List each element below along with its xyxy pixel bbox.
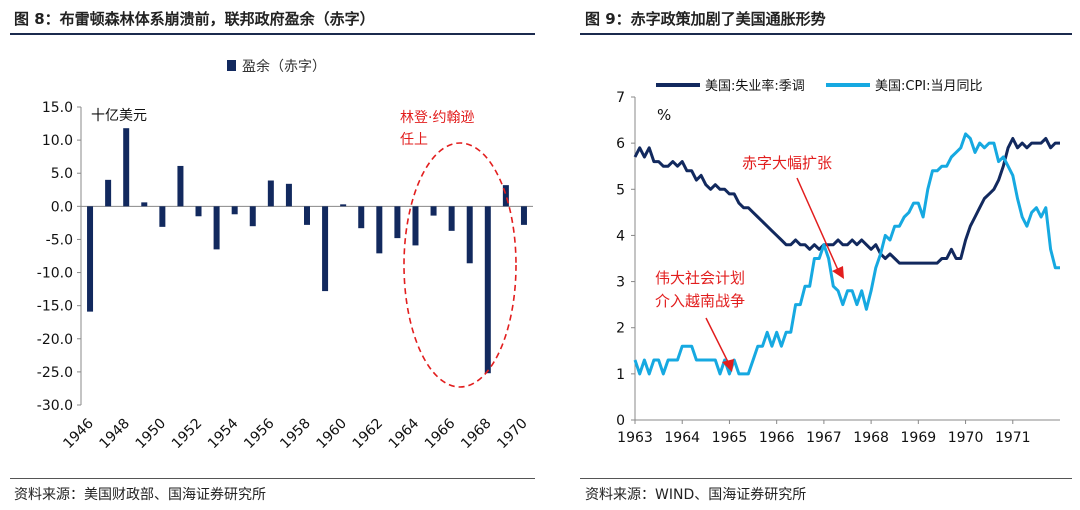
deficit-expansion-annotation: 赤字大幅扩张 bbox=[742, 154, 832, 172]
right-x-tick-label: 1968 bbox=[853, 430, 889, 446]
right-source: 资料来源：WIND、国海证券研究所 bbox=[585, 487, 807, 503]
right-figure-title: 图 9：赤字政策加剧了美国通胀形势 bbox=[585, 10, 826, 28]
deficit-bar-1946 bbox=[87, 206, 94, 312]
deficit-bar-1962 bbox=[376, 206, 383, 254]
right-x-tick-label: 1965 bbox=[712, 430, 748, 446]
right-x-tick-label: 1964 bbox=[664, 430, 700, 446]
deficit-bar-1954 bbox=[231, 206, 238, 215]
deficit-bar-1963 bbox=[394, 206, 401, 239]
left-source: 资料来源：美国财政部、国海证券研究所 bbox=[14, 487, 266, 503]
deficit-bar-1956 bbox=[267, 180, 274, 207]
deficit-bar-1952 bbox=[195, 206, 202, 217]
deficit-bar-1955 bbox=[249, 206, 256, 227]
deficit-bar-1948 bbox=[123, 128, 130, 207]
deficit-bar-1964 bbox=[412, 206, 419, 246]
right-x-tick-label: 1970 bbox=[948, 430, 984, 446]
deficit-bar-1958 bbox=[304, 206, 310, 225]
right-x-tick-label: 1969 bbox=[901, 430, 937, 446]
left-y-tick-label: -30.0 bbox=[37, 398, 73, 414]
legend-cpi-label: 美国:CPI:当月同比 bbox=[875, 79, 983, 94]
deficit-bar-1953 bbox=[213, 206, 220, 250]
deficit-bar-1960 bbox=[340, 204, 347, 207]
deficit-bar-1950 bbox=[159, 206, 166, 227]
great-society-arrow bbox=[705, 317, 729, 363]
left-source-rule bbox=[10, 478, 535, 479]
right-title-rule bbox=[580, 33, 1072, 35]
right-y-tick-label: 6 bbox=[616, 136, 625, 152]
deficit-bar-1947 bbox=[105, 179, 112, 207]
great-society-annotation-line2: 介入越南战争 bbox=[655, 292, 745, 310]
deficit-expansion-arrow bbox=[796, 177, 839, 271]
right-x-tick-label: 1967 bbox=[806, 430, 842, 446]
percent-label: % bbox=[657, 106, 671, 124]
great-society-arrowhead bbox=[722, 359, 734, 372]
left-y-axis: 15.0 10.0 5.0 0.0 -5.0 -10.0 -15.0 -20.0 -25.0 -3… bbox=[37, 100, 533, 414]
left-y-tick-label: 0.0 bbox=[51, 199, 73, 215]
left-y-tick-label: -5.0 bbox=[46, 232, 73, 248]
left-figure-title: 图 8：布雷顿森林体系崩溃前，联邦政府盈余（赤字） bbox=[14, 10, 375, 28]
left-y-tick-label: 10.0 bbox=[42, 133, 73, 149]
great-society-annotation-line1: 伟大社会计划 bbox=[655, 269, 745, 287]
left-y-tick-label: 15.0 bbox=[42, 100, 73, 116]
right-x-tick-label: 1971 bbox=[995, 430, 1031, 446]
left-y-tick-label: -25.0 bbox=[37, 365, 73, 381]
right-y-tick-label: 3 bbox=[616, 275, 625, 291]
inflation-line-chart: 0 1 2 3 4 5 6 7 1963 1964 1965 1966 1967 1968 1969 1970… bbox=[616, 78, 1060, 446]
deficit-bar-1951 bbox=[177, 165, 184, 207]
deficit-expansion-arrowhead bbox=[832, 266, 844, 279]
deficit-bar-1967 bbox=[466, 206, 473, 264]
right-y-tick-label: 1 bbox=[616, 367, 625, 383]
deficit-bar-1961 bbox=[358, 206, 365, 229]
legend-swatch bbox=[227, 60, 236, 71]
deficit-bar-1970 bbox=[520, 206, 527, 225]
deficit-bar-chart: 15.0 10.0 5.0 0.0 -5.0 -10.0 -15.0 -20.0 -25.0 -3… bbox=[37, 58, 533, 452]
cpi-line bbox=[633, 132, 1060, 376]
deficit-bar-1959 bbox=[322, 206, 329, 292]
left-y-tick-label: -20.0 bbox=[37, 332, 73, 348]
left-y-tick-label: 5.0 bbox=[51, 166, 73, 182]
deficit-bar-1957 bbox=[285, 183, 292, 207]
deficit-bar-1949 bbox=[141, 202, 148, 207]
right-x-tick-label: 1963 bbox=[617, 430, 653, 446]
johnson-annotation-line2: 任上 bbox=[400, 132, 428, 148]
right-y-tick-label: 5 bbox=[616, 182, 625, 198]
left-y-tick-label: -15.0 bbox=[37, 299, 73, 315]
right-series-lines bbox=[633, 132, 1060, 376]
right-y-tick-label: 4 bbox=[616, 228, 625, 244]
right-y-tick-label: 0 bbox=[616, 413, 625, 429]
deficit-bars bbox=[87, 128, 527, 374]
unemployment-line bbox=[633, 137, 1060, 265]
deficit-bar-1969 bbox=[502, 185, 509, 207]
johnson-term-ellipse bbox=[403, 142, 517, 388]
legend-unemployment-label: 美国:失业率:季调 bbox=[705, 78, 805, 94]
johnson-annotation-line1: 林登·约翰逊 bbox=[400, 110, 474, 126]
unit-label: 十亿美元 bbox=[91, 108, 147, 124]
left-y-tick-label: -10.0 bbox=[37, 266, 73, 282]
deficit-bar-1966 bbox=[448, 206, 455, 231]
legend-label: 盈余（赤字） bbox=[242, 58, 326, 75]
right-x-tick-label: 1966 bbox=[759, 430, 795, 446]
right-source-rule bbox=[580, 478, 1072, 479]
right-axes: 0 1 2 3 4 5 6 7 1963 1964 1965 1966 1967 1968 1969 1970… bbox=[616, 90, 1060, 446]
right-y-tick-label: 7 bbox=[616, 90, 625, 106]
left-title-rule bbox=[10, 33, 535, 35]
deficit-bar-1965 bbox=[430, 206, 437, 216]
right-y-tick-label: 2 bbox=[616, 321, 625, 337]
deficit-bar-1968 bbox=[484, 206, 491, 374]
